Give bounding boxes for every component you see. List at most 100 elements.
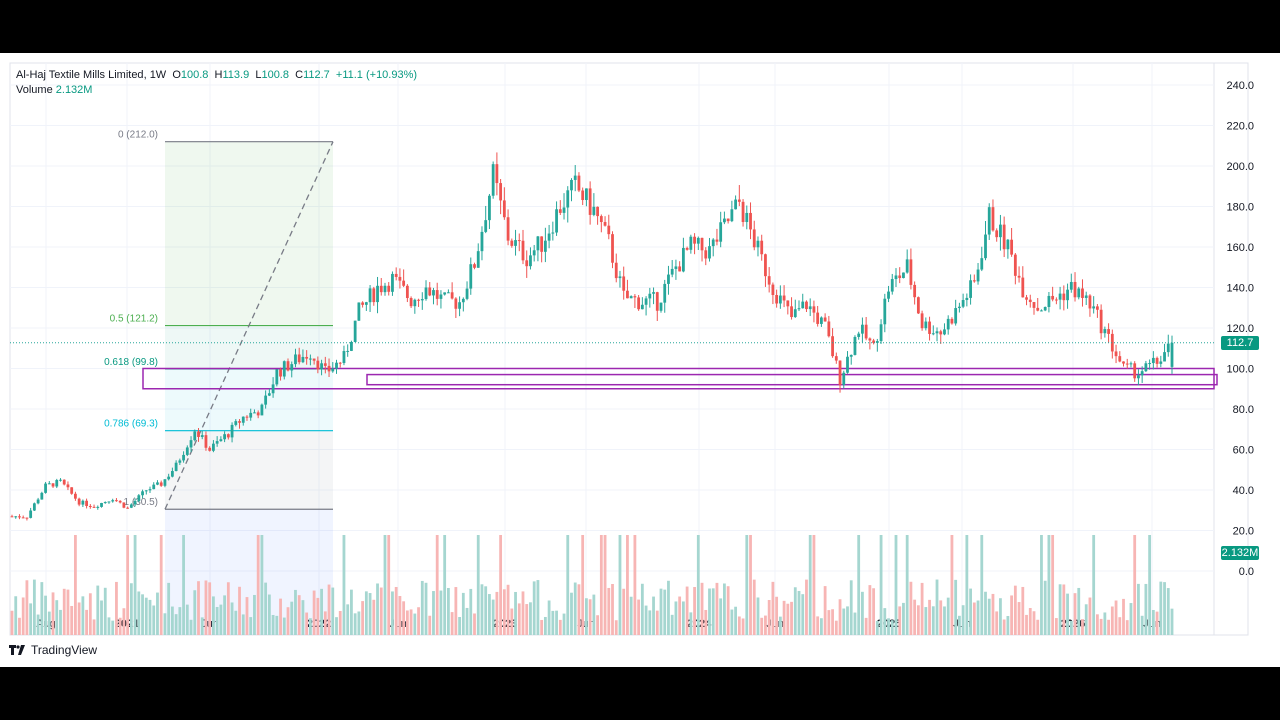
candle-body [141, 491, 144, 496]
candle-body [178, 460, 182, 463]
candle-body [1073, 281, 1077, 298]
candle-body [532, 250, 536, 256]
volume-bar [629, 596, 633, 635]
volume-bar [320, 588, 323, 635]
candle-body [488, 195, 491, 221]
candle-body [540, 236, 544, 252]
volume-bar [879, 535, 883, 635]
volume-bar [353, 613, 357, 635]
volume-bar [1103, 612, 1107, 635]
chart-svg[interactable]: 240.0 220.0 200.0 180.0 160.0 140.0 120.0 100.0… [0, 53, 1280, 667]
candle-body [398, 276, 402, 281]
candle-body [1151, 357, 1155, 364]
candle-body [868, 338, 872, 341]
volume-bar [77, 602, 81, 635]
candle-body [476, 251, 480, 268]
candle-body [461, 298, 465, 303]
candle-body [659, 302, 663, 311]
volume-bar [1002, 619, 1006, 635]
volume-bar [111, 620, 115, 635]
volume-bar [957, 615, 961, 635]
volume-bar [1088, 597, 1092, 635]
candle-body [667, 274, 670, 284]
volume-label[interactable]: Volume [16, 84, 53, 96]
candle-body [1032, 302, 1036, 308]
candle-body [928, 321, 931, 334]
fib-trend-line [164, 141, 334, 510]
candle-body [301, 356, 305, 363]
volume-bar [275, 615, 279, 635]
volume-bar [902, 602, 905, 635]
symbol-header: Al-Haj Textile Mills Limited, 1W O100.8 … [16, 69, 418, 81]
volume-bar [931, 606, 935, 635]
volume-bar [335, 617, 338, 635]
volume-bar [361, 601, 365, 635]
volume-bar [861, 591, 864, 635]
candle-body [14, 516, 18, 518]
volume-bar [715, 582, 719, 635]
candle-body [122, 502, 126, 508]
volume-bar [391, 591, 394, 635]
candle-body [1163, 352, 1166, 362]
candle-body [1170, 342, 1174, 367]
candle-body [916, 297, 920, 314]
volume-bar [674, 601, 678, 635]
volume-bar [163, 613, 167, 635]
volume-bar [644, 605, 648, 635]
volume-bar [786, 603, 790, 635]
volume-bar [185, 604, 189, 635]
volume-bar [980, 535, 984, 635]
volume-bar [1144, 583, 1148, 635]
candle-body [88, 505, 92, 507]
candle-body [745, 212, 749, 223]
candle-body [1047, 295, 1051, 307]
candle-body [708, 246, 711, 259]
candle-body [1058, 293, 1062, 300]
volume-bar [987, 598, 991, 635]
candle-body [588, 188, 592, 215]
candle-body [316, 360, 320, 370]
candle-body [786, 300, 790, 307]
candle-body [890, 279, 894, 292]
volume-bar [279, 598, 282, 635]
close-label: C [295, 69, 304, 81]
volume-bar [148, 599, 152, 635]
candle-body [1066, 289, 1069, 301]
candle-body [607, 225, 611, 235]
volume-bar [473, 613, 476, 635]
candle-body [842, 372, 846, 386]
candle-body [480, 231, 484, 252]
volume-bar [532, 581, 536, 635]
volume-bar [14, 596, 18, 635]
candle-body [92, 506, 96, 508]
symbol-name[interactable]: Al-Haj Textile Mills Limited [16, 69, 144, 81]
candle-body [18, 516, 21, 518]
volume-bar [1133, 535, 1137, 635]
candle-body [484, 220, 488, 232]
candle-body [778, 295, 782, 304]
volume-bar [655, 610, 659, 635]
volume-bar [115, 581, 118, 635]
volume-bar [1159, 581, 1163, 635]
volume-bar [797, 590, 801, 635]
candle-body [1062, 293, 1066, 301]
fib-level-label: 0.618 (99.8) [104, 357, 158, 368]
candle-body [734, 199, 738, 210]
candle-body [148, 489, 152, 491]
candle-body [264, 395, 268, 405]
volume-bar [898, 606, 902, 635]
volume-bar [212, 596, 215, 635]
volume-bar [588, 599, 592, 635]
volume-bar [446, 587, 450, 635]
volume-bar [204, 580, 208, 635]
y-tick-label: 120.0 [1226, 323, 1254, 335]
candle-body [678, 266, 682, 272]
volume-bar [711, 588, 715, 635]
candle-body [957, 306, 961, 309]
tradingview-logo[interactable]: TradingView [9, 643, 97, 657]
interval-label[interactable]: 1W [149, 69, 167, 81]
candle-body [320, 363, 323, 370]
volume-bar [696, 535, 700, 635]
volume-bar [372, 599, 376, 635]
volume-bar [965, 535, 969, 635]
